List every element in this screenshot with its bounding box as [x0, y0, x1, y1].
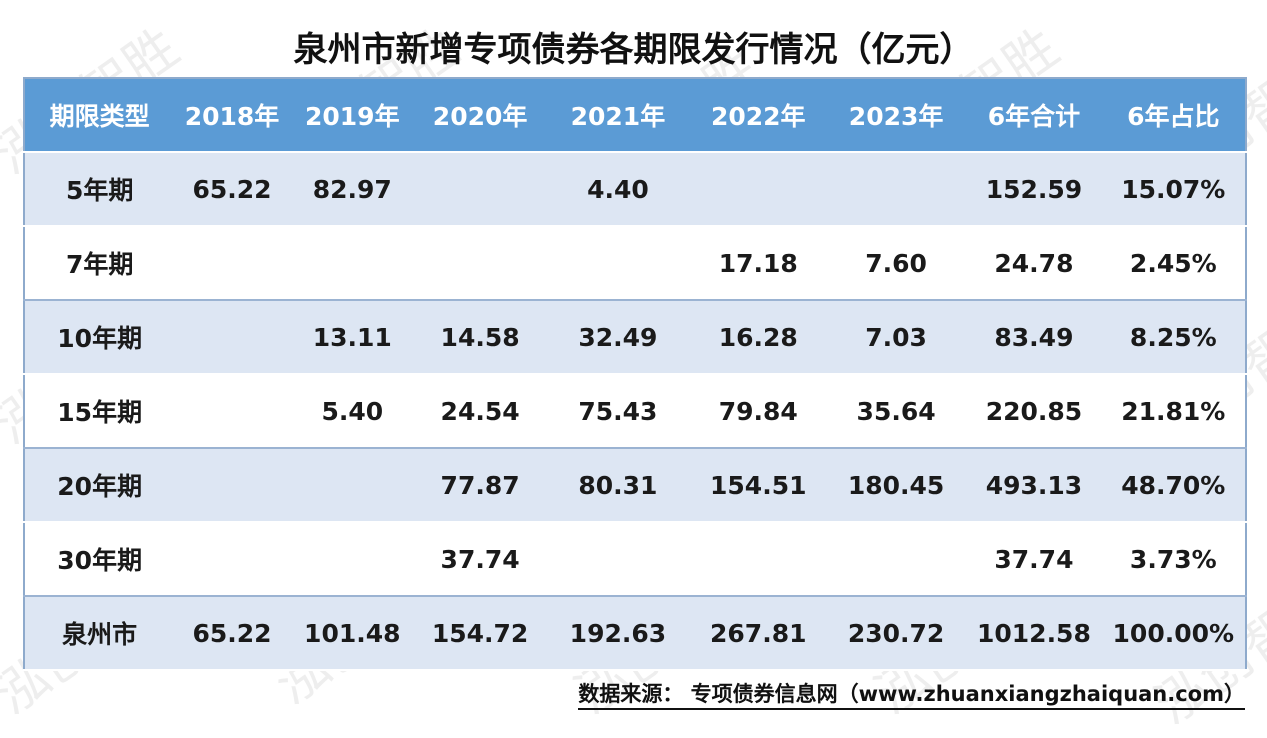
header-row: 期限类型 2018年 2019年 2020年 2021年 2022年 2023年 6年合计 6年…: [24, 78, 1246, 153]
header-cell: 2018年: [174, 78, 290, 153]
table-cell: [414, 226, 546, 301]
row-label: 泉州市: [24, 596, 175, 671]
row-label: 7年期: [24, 226, 175, 301]
table-row: 20年期 77.87 80.31 154.51 180.45 493.13 48.70%: [24, 448, 1246, 523]
table-cell: 5.40: [289, 374, 415, 449]
table-cell: 154.72: [414, 596, 546, 671]
table-cell: 8.25%: [1101, 300, 1246, 375]
table-cell: 3.73%: [1101, 522, 1246, 597]
table-cell: [289, 226, 415, 301]
table-cell: 24.78: [966, 226, 1102, 301]
table-cell: [174, 300, 290, 375]
title: 泉州市新增专项债券各期限发行情况（亿元）: [293, 30, 974, 70]
table-cell: 101.48: [289, 596, 415, 671]
row-label: 15年期: [24, 374, 175, 449]
table-cell: [825, 522, 967, 597]
table-cell: 48.70%: [1101, 448, 1246, 523]
table-cell: [545, 226, 691, 301]
header-cell: 6年合计: [966, 78, 1102, 153]
table-cell: 13.11: [289, 300, 415, 375]
table-cell: 220.85: [966, 374, 1102, 449]
header-cell: 2022年: [690, 78, 826, 153]
table-cell: 77.87: [414, 448, 546, 523]
table-cell: 24.54: [414, 374, 546, 449]
table-row: 泉州市 65.22 101.48 154.72 192.63 267.81 230.72 10…: [24, 596, 1246, 671]
table-cell: 75.43: [545, 374, 691, 449]
table-cell: 82.97: [289, 152, 415, 227]
table-cell: 65.22: [174, 152, 290, 227]
table-cell: [289, 522, 415, 597]
table-row: 7年期 17.18 7.60 24.78 2.45%: [24, 226, 1246, 301]
header-cell: 期限类型: [24, 78, 175, 153]
table-cell: 154.51: [690, 448, 826, 523]
table-cell: 2.45%: [1101, 226, 1246, 301]
header-cell: 2023年: [825, 78, 967, 153]
table-cell: [174, 226, 290, 301]
header-cell: 2021年: [545, 78, 691, 153]
table-cell: [174, 374, 290, 449]
table-cell: 32.49: [545, 300, 691, 375]
table-cell: 37.74: [966, 522, 1102, 597]
table-cell: 7.60: [825, 226, 967, 301]
table-row: 5年期 65.22 82.97 4.40 152.59 15.07%: [24, 152, 1246, 227]
table-cell: [825, 152, 967, 227]
table-cell: 17.18: [690, 226, 826, 301]
table-cell: 100.00%: [1101, 596, 1246, 671]
table-cell: 79.84: [690, 374, 826, 449]
table-cell: [545, 522, 691, 597]
table-cell: 35.64: [825, 374, 967, 449]
table-row: 10年期 13.11 14.58 32.49 16.28 7.03 83.49 8.25%: [24, 300, 1246, 375]
table-cell: [690, 152, 826, 227]
table-cell: 16.28: [690, 300, 826, 375]
table-row: 30年期 37.74 37.74 3.73%: [24, 522, 1246, 597]
table-cell: [690, 522, 826, 597]
data-table: 期限类型 2018年 2019年 2020年 2021年 2022年 2023年 6年合计 6年…: [23, 77, 1247, 671]
table-cell: 7.03: [825, 300, 967, 375]
table-cell: 180.45: [825, 448, 967, 523]
page: {"title": "泉州市新增专项债券各期限发行情况（亿元）", "water…: [0, 17, 1267, 737]
row-label: 30年期: [24, 522, 175, 597]
table-cell: 493.13: [966, 448, 1102, 523]
row-label: 20年期: [24, 448, 175, 523]
table-cell: 152.59: [966, 152, 1102, 227]
table-cell: [289, 448, 415, 523]
table-cell: 1012.58: [966, 596, 1102, 671]
source-note: 数据来源： 专项债券信息网（www.zhuanxiangzhaiquan.com…: [578, 678, 1245, 710]
row-label: 5年期: [24, 152, 175, 227]
table-cell: 21.81%: [1101, 374, 1246, 449]
row-label: 10年期: [24, 300, 175, 375]
table-cell: 267.81: [690, 596, 826, 671]
table-cell: 65.22: [174, 596, 290, 671]
table-row: 15年期 5.40 24.54 75.43 79.84 35.64 220.85 21.81%: [24, 374, 1246, 449]
header-cell: 2020年: [414, 78, 546, 153]
table-cell: 83.49: [966, 300, 1102, 375]
table-cell: 230.72: [825, 596, 967, 671]
table-cell: 14.58: [414, 300, 546, 375]
table-cell: 37.74: [414, 522, 546, 597]
table-cell: [174, 522, 290, 597]
header-cell: 6年占比: [1101, 78, 1246, 153]
table-cell: [174, 448, 290, 523]
table-cell: 15.07%: [1101, 152, 1246, 227]
table-cell: 192.63: [545, 596, 691, 671]
header-cell: 2019年: [289, 78, 415, 153]
table-cell: 4.40: [545, 152, 691, 227]
table-cell: [414, 152, 546, 227]
table-cell: 80.31: [545, 448, 691, 523]
